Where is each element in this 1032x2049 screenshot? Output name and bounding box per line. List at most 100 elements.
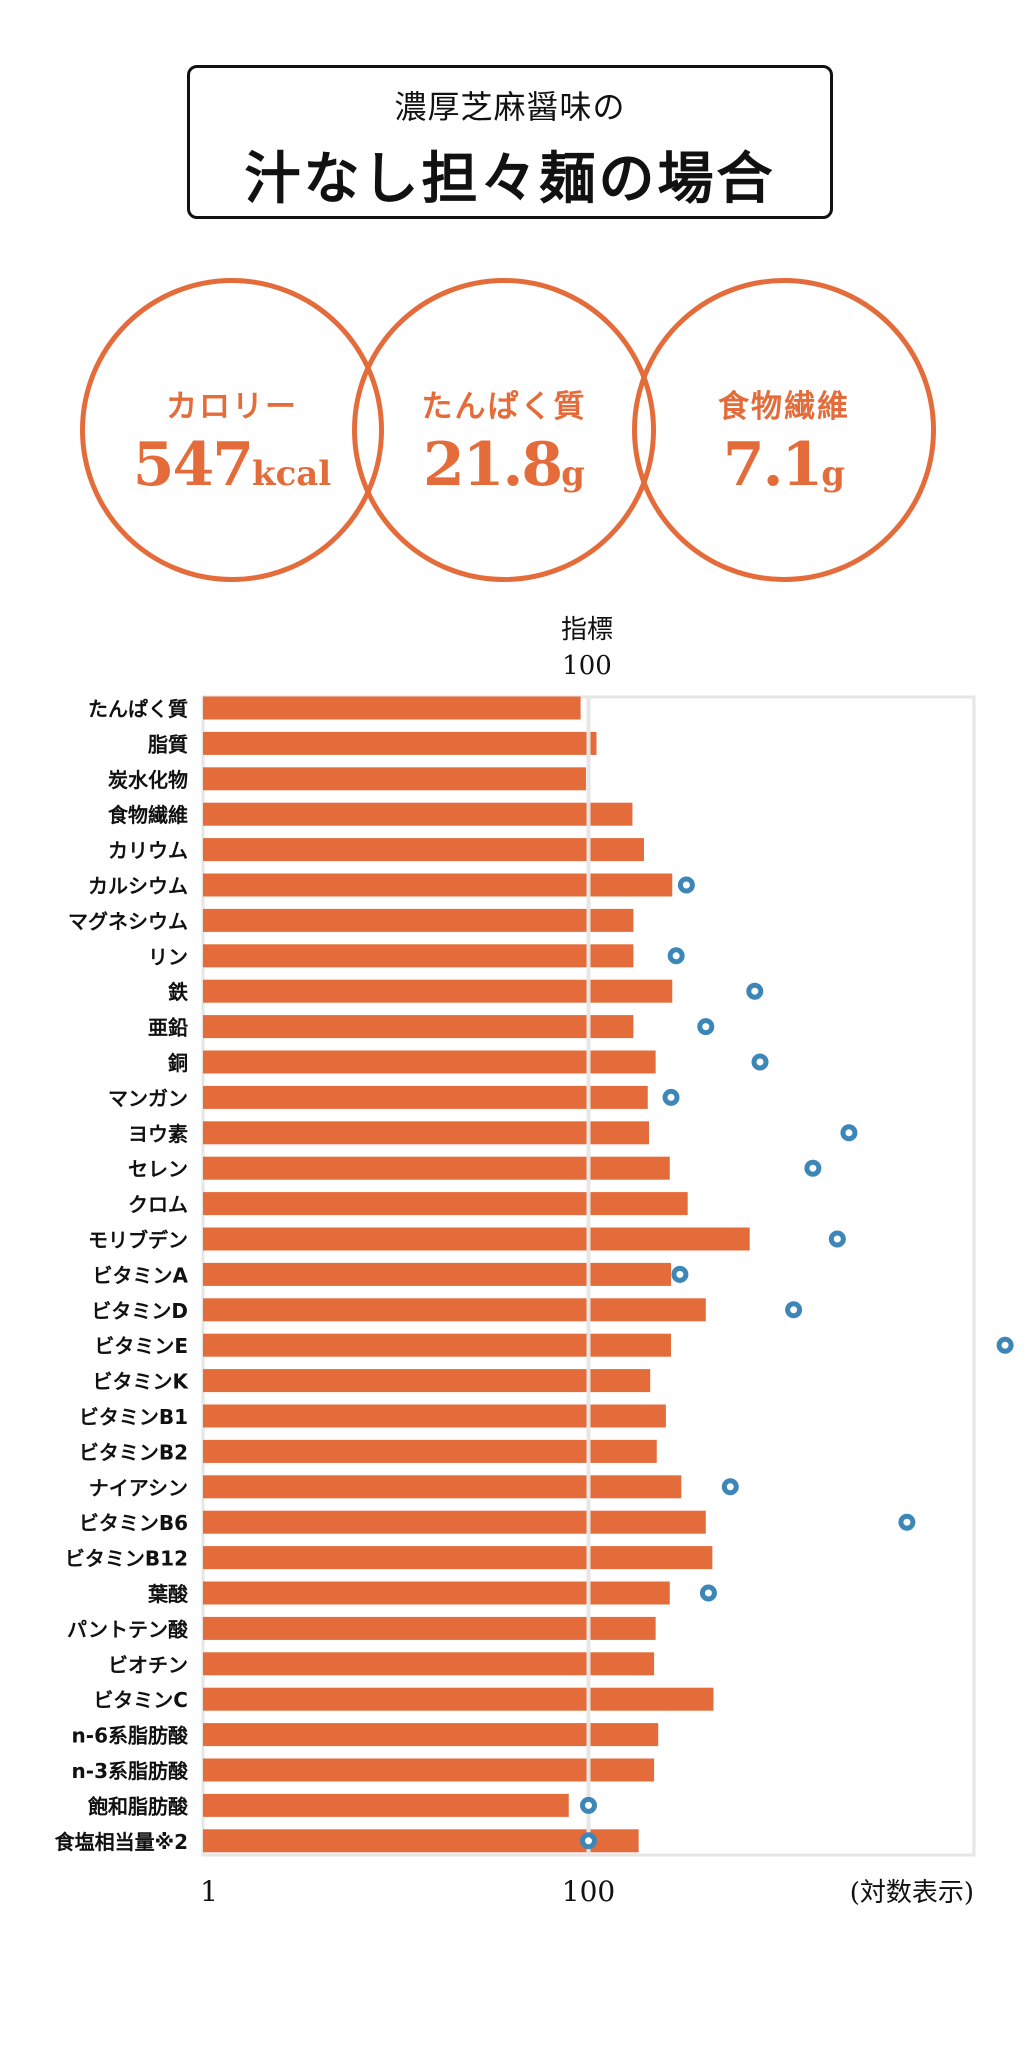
bar bbox=[203, 1262, 672, 1286]
category-label: ビタミンK bbox=[93, 1370, 190, 1394]
summary-value: 547kcal bbox=[85, 430, 379, 500]
category-label: ヨウ素 bbox=[128, 1122, 188, 1146]
value-number: 7.1 bbox=[722, 430, 823, 500]
bar bbox=[203, 1758, 655, 1782]
value-unit: g bbox=[821, 454, 846, 494]
bar bbox=[203, 1723, 659, 1747]
reference-dot bbox=[671, 1265, 689, 1283]
category-label: マグネシウム bbox=[68, 909, 188, 933]
bar bbox=[203, 1652, 655, 1676]
category-label: 亜鉛 bbox=[148, 1016, 188, 1040]
reference-dot bbox=[697, 1018, 715, 1036]
category-label: ビタミンB2 bbox=[79, 1440, 188, 1464]
reference-dot bbox=[804, 1159, 822, 1177]
category-label: リン bbox=[148, 945, 188, 969]
reference-dot bbox=[662, 1088, 680, 1106]
reference-dot bbox=[898, 1513, 916, 1531]
category-label: 食塩相当量※2 bbox=[55, 1830, 188, 1854]
reference-dot bbox=[580, 1796, 597, 1814]
category-label: 銅 bbox=[168, 1051, 188, 1075]
category-label: ビオチン bbox=[108, 1653, 188, 1677]
value-number: 547 bbox=[132, 430, 254, 500]
summary-fiber: 食物繊維 7.1g bbox=[632, 278, 936, 582]
reference-dot bbox=[746, 982, 764, 1000]
bar bbox=[203, 802, 633, 826]
category-label: ビタミンB6 bbox=[79, 1511, 188, 1535]
category-label: ビタミンA bbox=[93, 1263, 189, 1287]
bar bbox=[203, 1793, 569, 1817]
reference-dot bbox=[840, 1124, 858, 1142]
title-subtitle: 濃厚芝麻醤味の bbox=[394, 88, 626, 126]
title-box: 濃厚芝麻醤味の 汁なし担々麺の場合 bbox=[187, 65, 833, 219]
category-label: 食物繊維 bbox=[108, 803, 188, 827]
reference-dot bbox=[751, 1053, 769, 1071]
category-label: たんぱく質 bbox=[88, 697, 188, 721]
reference-value-label: 100 bbox=[562, 651, 612, 681]
bar bbox=[203, 1404, 666, 1428]
category-label: セレン bbox=[128, 1157, 188, 1181]
bar bbox=[203, 1439, 657, 1463]
x-tick-label: 1 bbox=[200, 1875, 218, 1908]
bar bbox=[203, 1475, 682, 1499]
summary-calorie: カロリー 547kcal bbox=[80, 278, 384, 582]
value-number: 21.8 bbox=[423, 430, 563, 500]
category-label: ビタミンB1 bbox=[79, 1405, 188, 1429]
bar bbox=[203, 979, 673, 1003]
reference-label: 指標 bbox=[561, 615, 613, 645]
summary-value: 21.8g bbox=[357, 430, 651, 500]
category-label: n-3系脂肪酸 bbox=[72, 1759, 189, 1783]
category-label: ビタミンE bbox=[94, 1334, 188, 1358]
value-unit: kcal bbox=[252, 454, 332, 494]
bar bbox=[203, 1085, 648, 1109]
reference-dot bbox=[996, 1336, 1014, 1354]
category-label: n-6系脂肪酸 bbox=[72, 1724, 189, 1748]
bar bbox=[203, 1510, 706, 1534]
bar bbox=[203, 1369, 651, 1393]
bar bbox=[203, 731, 597, 755]
category-label: クロム bbox=[128, 1193, 188, 1217]
category-label: マンガン bbox=[108, 1086, 188, 1110]
bar bbox=[203, 1687, 714, 1711]
summary-label: 食物繊維 bbox=[718, 389, 850, 425]
bar bbox=[203, 1121, 649, 1145]
bar bbox=[203, 1156, 670, 1180]
bar bbox=[203, 1829, 639, 1853]
scale-note: (対数表示) bbox=[850, 1878, 974, 1908]
bar bbox=[203, 696, 581, 720]
category-label: ナイアシン bbox=[89, 1476, 188, 1500]
category-label: 脂質 bbox=[148, 732, 188, 756]
reference-dot bbox=[828, 1230, 846, 1248]
category-label: モリブデン bbox=[88, 1228, 188, 1252]
category-label: 葉酸 bbox=[147, 1582, 189, 1606]
category-label: カリウム bbox=[108, 839, 188, 863]
bar bbox=[203, 908, 634, 932]
category-label: ビタミンD bbox=[91, 1299, 188, 1323]
reference-dot bbox=[785, 1301, 803, 1319]
bar bbox=[203, 873, 673, 897]
bar bbox=[203, 1050, 656, 1074]
bar bbox=[203, 1581, 670, 1605]
value-unit: g bbox=[561, 454, 585, 494]
reference-dot bbox=[699, 1584, 717, 1602]
bar bbox=[203, 1616, 656, 1640]
summary-value: 7.1g bbox=[637, 430, 931, 500]
reference-dot bbox=[721, 1478, 739, 1496]
bar bbox=[203, 1546, 713, 1570]
bar bbox=[203, 1333, 672, 1357]
summary-label: たんぱく質 bbox=[421, 389, 587, 425]
category-label: ビタミンB12 bbox=[65, 1547, 188, 1571]
x-tick-label: 100 bbox=[562, 1875, 615, 1908]
bar bbox=[203, 838, 644, 862]
category-label: 炭水化物 bbox=[108, 768, 188, 792]
category-label: ビタミンC bbox=[93, 1688, 188, 1712]
reference-dot bbox=[580, 1832, 597, 1850]
reference-dot bbox=[677, 876, 695, 894]
bar bbox=[203, 1227, 750, 1251]
summary-label: カロリー bbox=[166, 389, 298, 425]
title-main: 汁なし担々麺の場合 bbox=[244, 146, 776, 212]
category-label: 鉄 bbox=[168, 980, 188, 1004]
bar bbox=[203, 944, 634, 968]
bar bbox=[203, 767, 586, 791]
bar bbox=[203, 1015, 634, 1039]
